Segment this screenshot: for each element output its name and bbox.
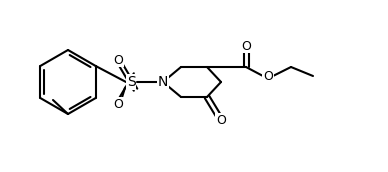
Text: O: O bbox=[241, 40, 251, 52]
Text: S: S bbox=[126, 75, 135, 89]
Text: O: O bbox=[113, 53, 123, 67]
Text: O: O bbox=[113, 98, 123, 110]
Text: N: N bbox=[158, 75, 168, 89]
Text: O: O bbox=[216, 114, 226, 126]
Text: O: O bbox=[263, 69, 273, 83]
